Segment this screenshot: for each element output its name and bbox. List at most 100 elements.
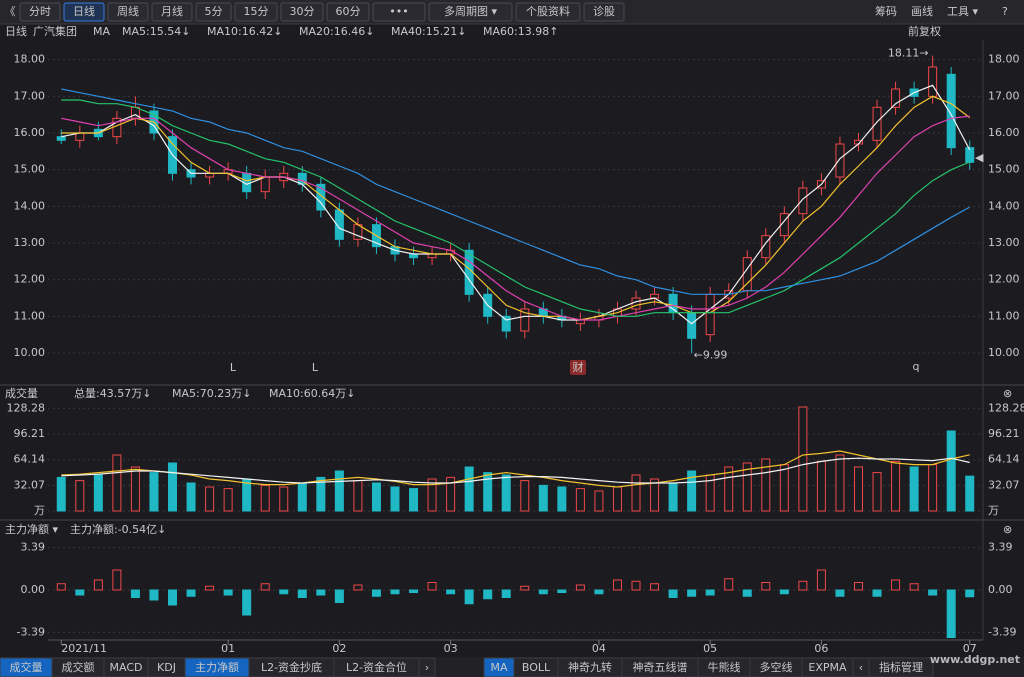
toolbar-label[interactable]: 月线 <box>161 4 183 18</box>
tab[interactable] <box>418 657 436 677</box>
flow-bar <box>130 589 140 598</box>
candle-body <box>946 73 956 149</box>
tab-label[interactable]: 成交量 <box>10 660 43 674</box>
tab-label[interactable]: 主力净额 <box>195 660 239 674</box>
volume-bar <box>427 478 437 512</box>
toolbar-button[interactable] <box>19 2 61 22</box>
toolbar-label[interactable]: ••• <box>389 5 408 18</box>
tab-label[interactable]: EXPMA <box>808 661 847 674</box>
toolbar-button[interactable] <box>428 2 513 22</box>
toolbar-button[interactable] <box>234 2 278 22</box>
tab-label[interactable]: 神奇五线谱 <box>633 660 688 674</box>
flow-bar <box>371 589 381 597</box>
toolbar-label[interactable]: 30分 <box>290 5 315 18</box>
toolbar-button[interactable] <box>107 2 149 22</box>
toolbar-button[interactable] <box>63 2 105 22</box>
flow-bar <box>705 589 715 596</box>
close-icon[interactable]: ⊗ <box>1003 523 1012 536</box>
legend-entry: MA60:13.98↑ <box>483 25 558 38</box>
toolbar-button[interactable] <box>515 2 581 22</box>
ma-line <box>61 115 970 321</box>
y-tick-label: 14.00 <box>14 199 46 212</box>
adjust[interactable]: 前复权 <box>908 24 941 38</box>
flow-legend: 主力净额:-0.54亿↓ <box>70 522 166 536</box>
toolbar-label[interactable]: ? <box>1002 5 1008 18</box>
tab-label[interactable]: L2-资金合位 <box>346 660 407 674</box>
volume-bar <box>316 476 326 512</box>
candle-body <box>631 297 641 310</box>
toolbar-label[interactable]: 画线 <box>911 4 933 18</box>
tab-label[interactable]: MACD <box>110 661 143 674</box>
tab-label[interactable]: 神奇九转 <box>568 660 612 674</box>
volume-bar <box>464 466 474 512</box>
toolbar-label[interactable]: 工具 ▾ <box>947 5 978 18</box>
tab-label[interactable]: KDJ <box>157 661 176 674</box>
volume-bar <box>483 472 493 512</box>
candle-body <box>928 66 938 97</box>
candle-body <box>798 187 808 215</box>
ma-line <box>61 450 970 488</box>
close-icon[interactable]: ⊗ <box>1003 387 1012 400</box>
flow-bar <box>409 589 419 593</box>
flow-bar <box>56 583 66 591</box>
flow-bar <box>557 589 567 593</box>
volume-bar <box>687 470 697 512</box>
y-tick-label-right: 128.28 <box>988 401 1024 414</box>
tab-label[interactable]: 牛熊线 <box>708 660 741 674</box>
volume-bar <box>631 474 641 512</box>
volume-total: 总量:43.57万↓ <box>74 386 151 400</box>
y-tick-label-right: 10.00 <box>988 346 1020 359</box>
tab[interactable] <box>868 657 934 677</box>
toolbar-label[interactable]: 多周期图 ▾ <box>444 4 497 18</box>
flow-title[interactable]: 主力净额 ▾ <box>5 522 58 536</box>
toolbar-label[interactable]: 分时 <box>29 5 51 18</box>
toolbar-label[interactable]: 筹码 <box>875 4 897 18</box>
volume-bar <box>946 430 956 512</box>
volume-bar <box>371 482 381 512</box>
toolbar-button[interactable] <box>326 2 370 22</box>
y-tick-label-right: 16.00 <box>988 126 1020 139</box>
tab-label[interactable]: ‹ <box>859 661 863 674</box>
toolbar-label[interactable]: 《 <box>5 5 16 18</box>
candle-body <box>761 235 771 259</box>
toolbar-button[interactable] <box>280 2 324 22</box>
x-tick-label: 04 <box>592 642 606 655</box>
toolbar-label[interactable]: 15分 <box>244 5 269 18</box>
flow-bar <box>168 589 178 606</box>
price-cursor: ◀ <box>975 151 984 164</box>
tab-label[interactable]: 指标管理 <box>879 660 923 674</box>
volume-bar <box>186 482 196 512</box>
event-marker: L <box>230 361 237 374</box>
y-tick-label-right: 17.00 <box>988 89 1020 102</box>
flow-bar <box>446 589 456 595</box>
toolbar-button[interactable] <box>583 2 625 22</box>
flow-bar <box>390 589 400 595</box>
toolbar-label[interactable]: 周线 <box>117 4 139 18</box>
tab-label[interactable]: BOLL <box>522 661 551 674</box>
toolbar-button[interactable] <box>151 2 193 22</box>
tab-label[interactable]: 成交额 <box>62 660 95 674</box>
candle-body <box>501 315 511 332</box>
y-tick-label-right: 万 <box>988 504 999 517</box>
toolbar-label[interactable]: 诊股 <box>593 4 615 18</box>
toolbar-label[interactable]: 个股资料 <box>526 4 570 18</box>
toolbar-label[interactable]: 5分 <box>205 5 223 18</box>
tab-label[interactable]: L2-资金抄底 <box>261 660 322 674</box>
tab-label[interactable]: › <box>425 661 429 674</box>
event-marker: L <box>312 361 319 374</box>
toolbar-label[interactable]: 日线 <box>73 4 95 18</box>
tab-label[interactable]: MA <box>490 661 507 674</box>
event-marker: 财 <box>573 360 584 374</box>
volume-bar <box>891 460 901 512</box>
tab-label[interactable]: 多空线 <box>760 660 793 674</box>
volume-bar <box>872 472 882 512</box>
volume-bar <box>798 406 808 512</box>
y-tick-label-right: 64.14 <box>988 453 1020 466</box>
volume-bar <box>130 466 140 512</box>
toolbar-label[interactable]: 60分 <box>336 5 361 18</box>
ma-line <box>61 88 970 295</box>
toolbar-button[interactable] <box>372 2 426 22</box>
toolbar-button[interactable] <box>195 2 232 22</box>
flow-bar <box>483 589 493 600</box>
